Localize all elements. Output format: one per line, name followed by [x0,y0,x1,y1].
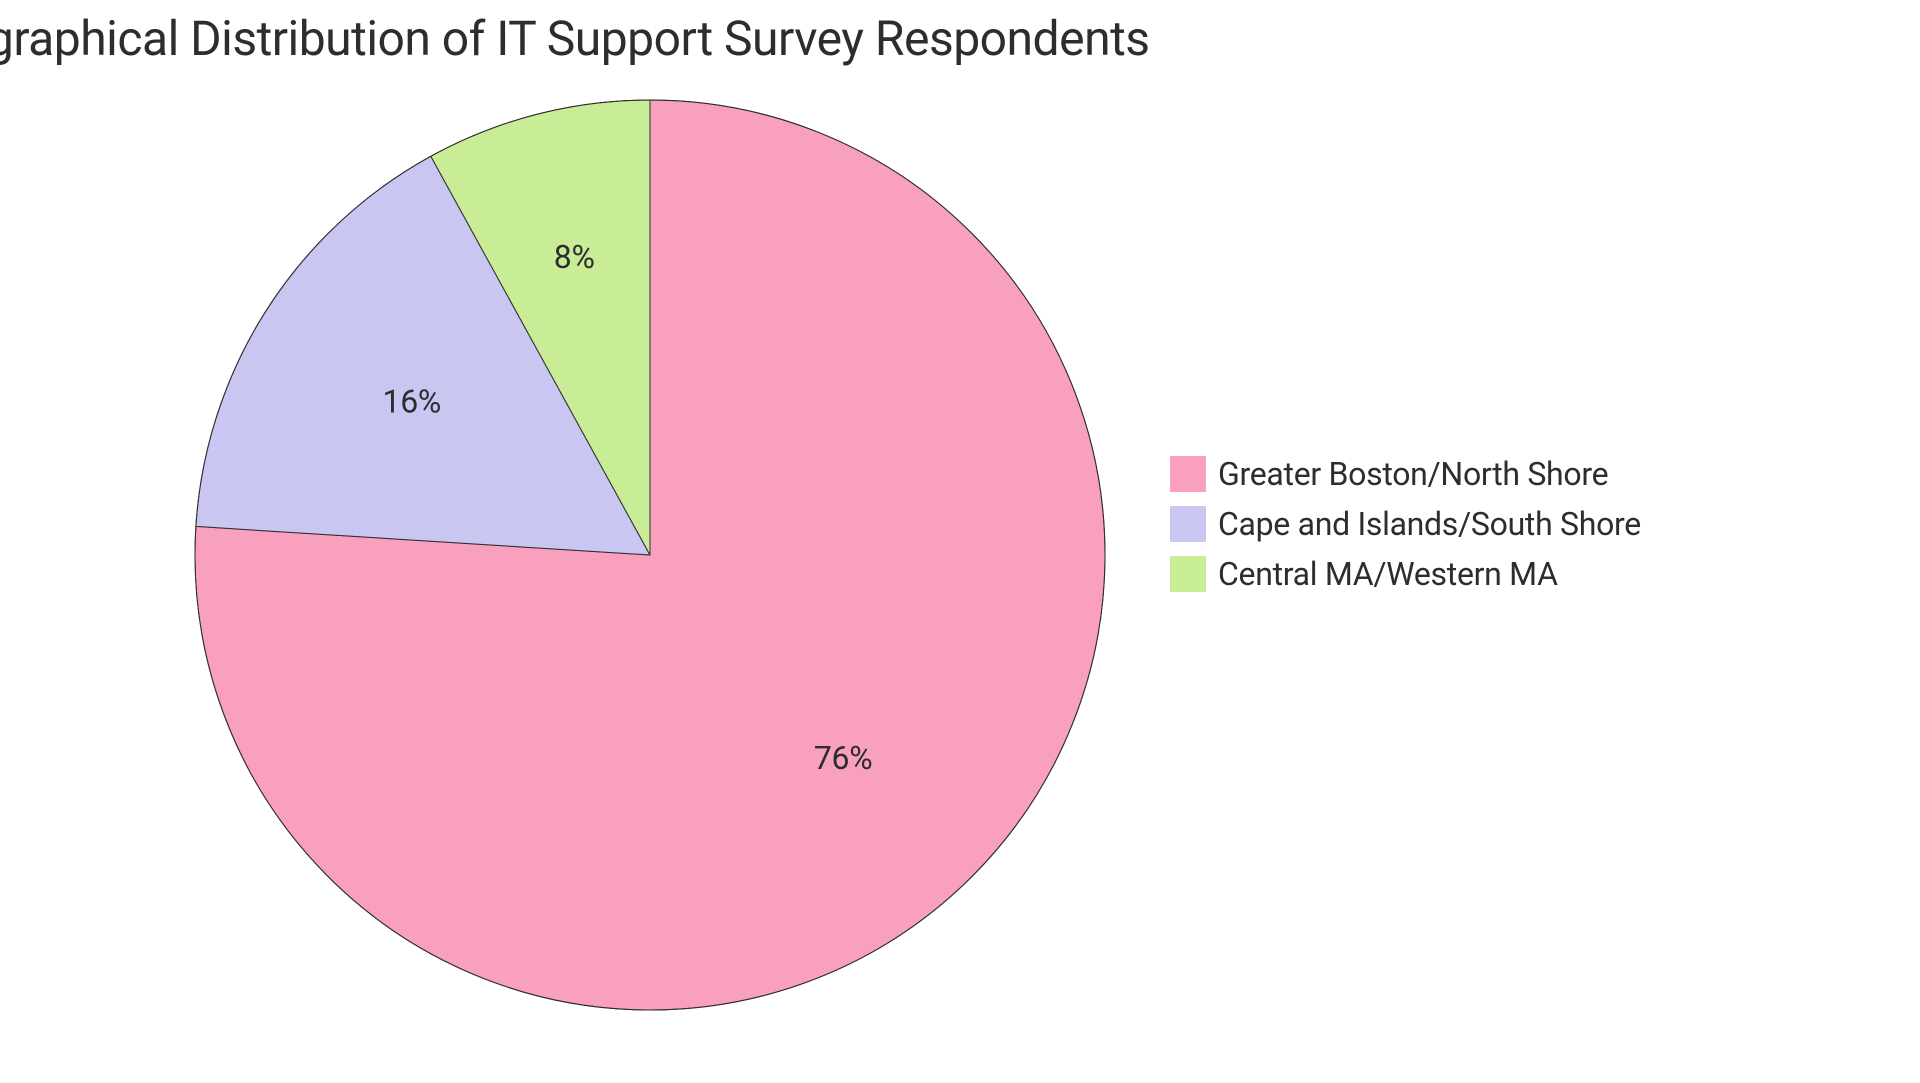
legend-label: Central MA/Western MA [1218,555,1558,593]
pie-chart: 76% 16% 8% [190,95,1110,1019]
legend-swatch [1170,556,1206,592]
slice-percent-label: 76% [814,739,873,777]
slice-percent-label: 8% [554,238,595,276]
legend-swatch [1170,456,1206,492]
legend-label: Greater Boston/North Shore [1218,455,1608,493]
chart-title: ographical Distribution of IT Support Su… [0,10,1150,67]
legend-swatch [1170,506,1206,542]
slice-percent-label: 16% [383,382,442,420]
legend-item: Central MA/Western MA [1170,555,1641,593]
legend-item: Greater Boston/North Shore [1170,455,1641,493]
legend-item: Cape and Islands/South Shore [1170,505,1641,543]
legend: Greater Boston/North Shore Cape and Islan… [1170,455,1641,605]
legend-label: Cape and Islands/South Shore [1218,505,1641,543]
